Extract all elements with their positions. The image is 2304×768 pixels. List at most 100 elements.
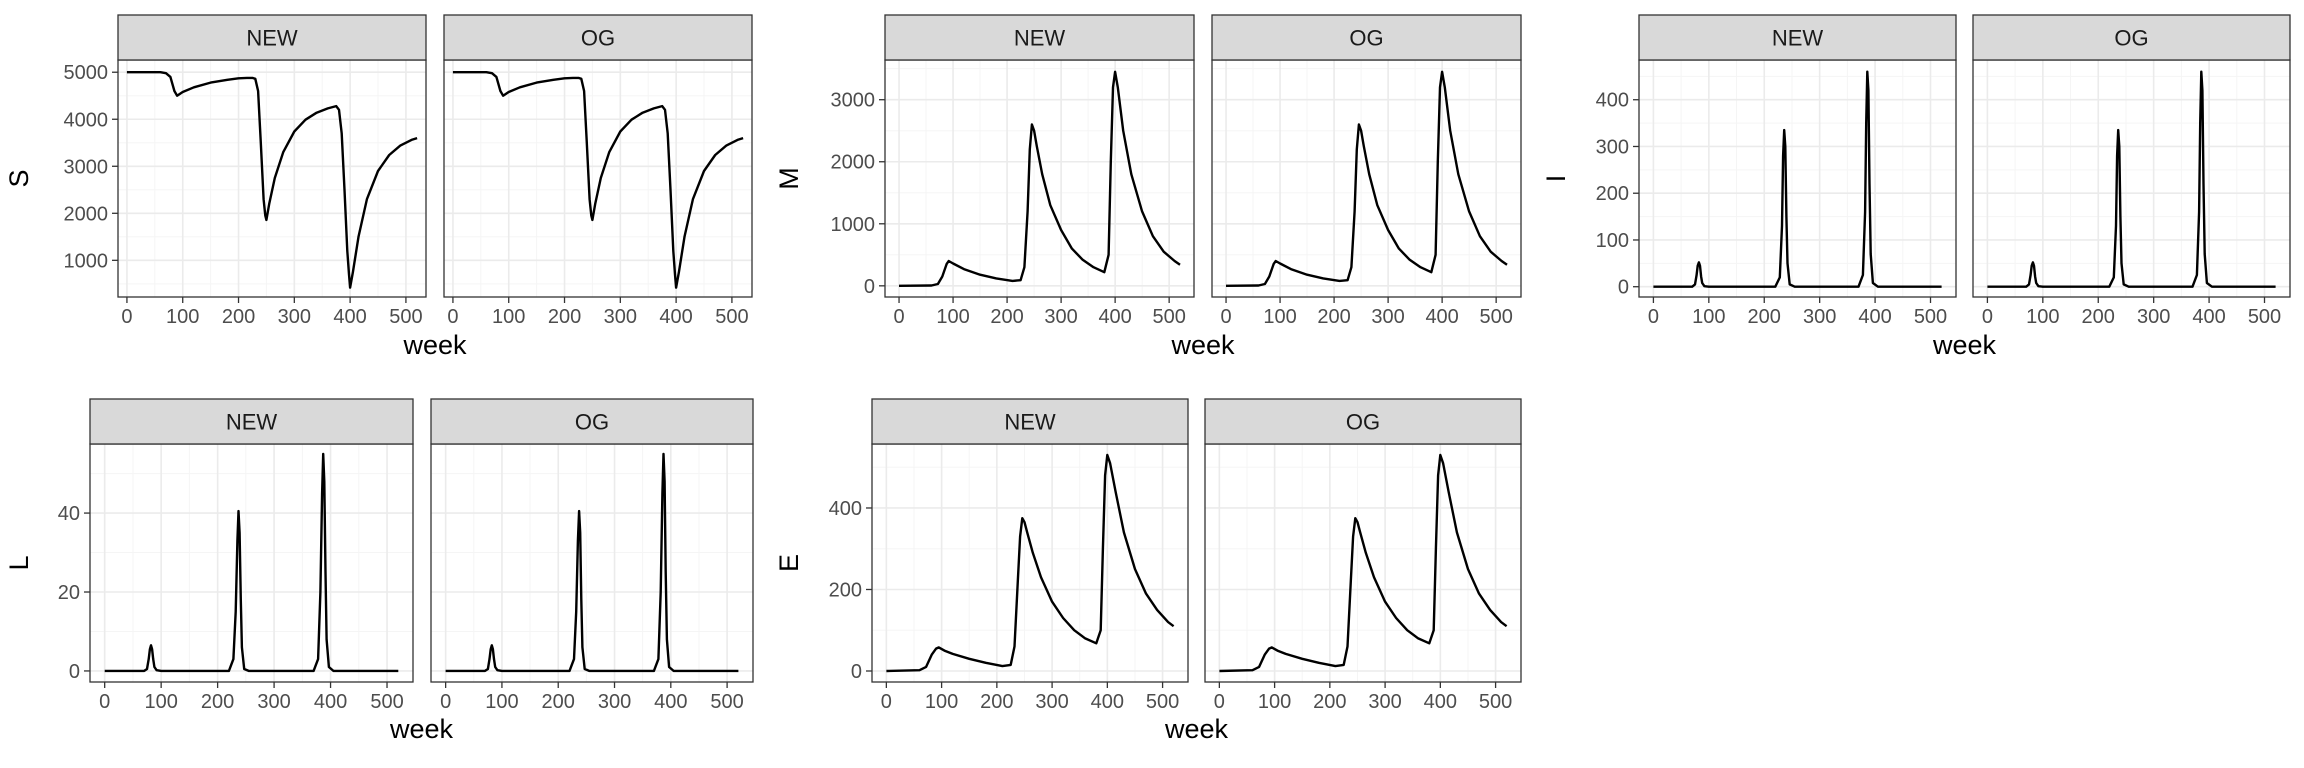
y-tick-label: 0	[851, 661, 862, 683]
facet-strip	[884, 14, 1195, 61]
x-tick-label: 400	[2192, 306, 2225, 328]
facet-strip	[89, 398, 414, 445]
facet-strip	[1211, 14, 1522, 61]
x-tick-label: 300	[598, 691, 631, 713]
x-tick-label: 100	[936, 306, 969, 328]
y-axis-title: M	[774, 167, 804, 190]
panel-background	[1212, 60, 1521, 297]
panel-background	[1205, 444, 1521, 682]
x-tick-label: 0	[1982, 306, 1993, 328]
series-line-NEW	[1653, 70, 1942, 288]
y-tick-label: 400	[1596, 90, 1629, 112]
facet-strip-label: OG	[1346, 410, 1380, 435]
x-tick-label: 100	[2026, 306, 2059, 328]
facet-strip-label: NEW	[1004, 410, 1056, 435]
facet-panel-E-NEW: NEW 0 100 200 300 400 500 0 200 400	[829, 398, 1189, 713]
facet-strip-label: OG	[1349, 26, 1383, 51]
panel-background	[885, 60, 1194, 297]
x-tick-label: 100	[485, 691, 518, 713]
y-tick-label: 2000	[64, 203, 109, 225]
y-tick-label: 3000	[64, 156, 109, 178]
x-tick-label: 200	[222, 306, 255, 328]
series-line-OG	[1219, 453, 1508, 673]
series-line-OG	[1225, 70, 1508, 287]
x-tick-label: 400	[333, 306, 366, 328]
y-tick-label: 400	[829, 498, 862, 520]
facet-panel-S-NEW: NEW 0 100 200 300 400 500 1000 2000 3000 4000 5000	[64, 14, 427, 328]
facet-strip	[1204, 398, 1522, 445]
x-tick-label: 300	[604, 306, 637, 328]
series-line-OG	[452, 71, 744, 289]
facet-strip	[117, 14, 427, 61]
x-tick-label: 400	[654, 691, 687, 713]
x-tick-label: 200	[542, 691, 575, 713]
x-tick-label: 0	[1214, 691, 1225, 713]
x-tick-label: 100	[492, 306, 525, 328]
facet-strip	[871, 398, 1189, 445]
x-tick-label: 300	[1368, 691, 1401, 713]
x-tick-label: 100	[166, 306, 199, 328]
x-tick-label: 200	[1748, 306, 1781, 328]
x-tick-label: 0	[1220, 306, 1231, 328]
chart-E: NEW 0 100 200 300 400 500 0 200 400 OG 0 100 200 300 40…	[774, 398, 1522, 744]
y-tick-label: 4000	[64, 109, 109, 131]
x-tick-label: 300	[1035, 691, 1068, 713]
x-tick-label: 100	[1263, 306, 1296, 328]
x-tick-label: 400	[1424, 691, 1457, 713]
y-tick-label: 5000	[64, 62, 109, 84]
x-tick-label: 500	[710, 691, 743, 713]
y-axis-title: E	[774, 554, 804, 572]
x-tick-label: 300	[1803, 306, 1836, 328]
chart-L: NEW 0 100 200 300 400 500 0 20 40 OG 0 100 200 300 400 5…	[4, 398, 754, 744]
x-tick-label: 200	[980, 691, 1013, 713]
facet-panel-S-OG: OG 0 100 200 300 400 500	[443, 14, 753, 328]
facet-strip-label: OG	[575, 410, 609, 435]
panel-background	[1973, 60, 2290, 297]
facet-panel-L-OG: OG 0 100 200 300 400 500	[430, 398, 754, 713]
x-tick-label: 0	[121, 306, 132, 328]
x-tick-label: 300	[257, 691, 290, 713]
x-tick-label: 200	[548, 306, 581, 328]
x-tick-label: 400	[1425, 306, 1458, 328]
x-tick-label: 300	[1044, 306, 1077, 328]
x-tick-label: 0	[881, 691, 892, 713]
y-tick-label: 20	[58, 582, 80, 604]
facet-panel-M-OG: OG 0 100 200 300 400 500	[1211, 14, 1522, 328]
y-tick-label: 200	[829, 579, 862, 601]
y-tick-label: 1000	[64, 250, 109, 272]
x-tick-label: 100	[925, 691, 958, 713]
x-tick-label: 400	[314, 691, 347, 713]
x-tick-label: 200	[1313, 691, 1346, 713]
x-tick-label: 100	[1258, 691, 1291, 713]
y-tick-label: 40	[58, 503, 80, 525]
facet-panel-E-OG: OG 0 100 200 300 400 500	[1204, 398, 1522, 713]
y-axis-title: L	[4, 555, 34, 570]
y-tick-label: 200	[1596, 183, 1629, 205]
x-tick-label: 200	[990, 306, 1023, 328]
x-tick-label: 500	[1479, 306, 1512, 328]
x-tick-label: 200	[1317, 306, 1350, 328]
series-line-NEW	[104, 452, 399, 673]
y-tick-label: 2000	[831, 152, 876, 174]
panel-background	[90, 444, 413, 682]
facet-panel-M-NEW: NEW 0 100 200 300 400 500 0 1000 2000 3000	[831, 14, 1195, 328]
chart-I: NEW 0 100 200 300 400 500 0 100 200 300 400 OG 0 100 20…	[1541, 14, 2291, 360]
facet-panel-L-NEW: NEW 0 100 200 300 400 500 0 20 40	[58, 398, 414, 713]
series-line-NEW	[126, 71, 418, 289]
x-tick-label: 0	[893, 306, 904, 328]
x-tick-label: 500	[389, 306, 422, 328]
series-line-OG	[445, 452, 739, 673]
x-tick-label: 500	[1479, 691, 1512, 713]
series-line-NEW	[898, 70, 1181, 287]
x-tick-label: 400	[659, 306, 692, 328]
y-tick-label: 0	[69, 661, 80, 683]
y-tick-label: 300	[1596, 136, 1629, 158]
facet-strip	[430, 398, 754, 445]
x-tick-label: 200	[2082, 306, 2115, 328]
y-tick-label: 0	[864, 276, 875, 298]
x-axis-title: week	[389, 714, 454, 744]
x-axis-title: week	[402, 330, 467, 360]
y-tick-label: 1000	[831, 214, 876, 236]
panel-background	[872, 444, 1188, 682]
